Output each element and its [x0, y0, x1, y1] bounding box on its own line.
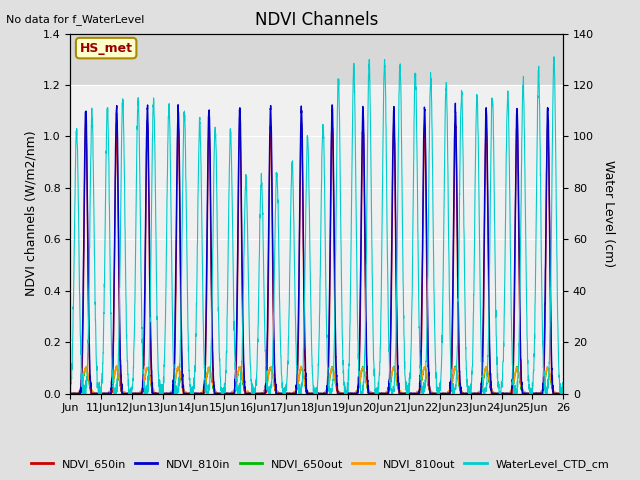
Text: No data for f_WaterLevel: No data for f_WaterLevel [6, 14, 145, 25]
Legend: NDVI_650in, NDVI_810in, NDVI_650out, NDVI_810out, WaterLevel_CTD_cm: NDVI_650in, NDVI_810in, NDVI_650out, NDV… [26, 455, 614, 474]
Title: NDVI Channels: NDVI Channels [255, 11, 378, 29]
Text: HS_met: HS_met [79, 42, 132, 55]
Y-axis label: Water Level (cm): Water Level (cm) [602, 160, 615, 267]
Bar [70, 34, 563, 85]
Y-axis label: NDVI channels (W/m2/nm): NDVI channels (W/m2/nm) [24, 131, 37, 297]
